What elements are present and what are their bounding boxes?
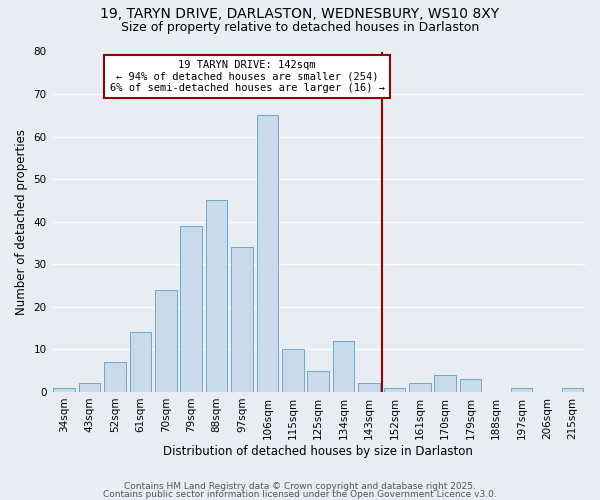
Bar [358, 384, 380, 392]
Text: Contains HM Land Registry data © Crown copyright and database right 2025.: Contains HM Land Registry data © Crown c… [124, 482, 476, 491]
Bar [206, 200, 227, 392]
Bar [333, 341, 355, 392]
Bar [155, 290, 176, 392]
Y-axis label: Number of detached properties: Number of detached properties [15, 128, 28, 314]
Bar [460, 379, 481, 392]
Text: Size of property relative to detached houses in Darlaston: Size of property relative to detached ho… [121, 21, 479, 34]
Bar [53, 388, 75, 392]
Text: 19 TARYN DRIVE: 142sqm
← 94% of detached houses are smaller (254)
6% of semi-det: 19 TARYN DRIVE: 142sqm ← 94% of detached… [110, 60, 385, 93]
Bar [257, 116, 278, 392]
Bar [383, 388, 405, 392]
Bar [231, 248, 253, 392]
Bar [282, 350, 304, 392]
Text: 19, TARYN DRIVE, DARLASTON, WEDNESBURY, WS10 8XY: 19, TARYN DRIVE, DARLASTON, WEDNESBURY, … [100, 8, 500, 22]
Bar [409, 384, 431, 392]
Text: Contains public sector information licensed under the Open Government Licence v3: Contains public sector information licen… [103, 490, 497, 499]
Bar [181, 226, 202, 392]
Bar [434, 375, 456, 392]
Bar [130, 332, 151, 392]
Bar [307, 370, 329, 392]
Bar [104, 362, 126, 392]
Bar [511, 388, 532, 392]
Bar [562, 388, 583, 392]
X-axis label: Distribution of detached houses by size in Darlaston: Distribution of detached houses by size … [163, 444, 473, 458]
Bar [79, 384, 100, 392]
